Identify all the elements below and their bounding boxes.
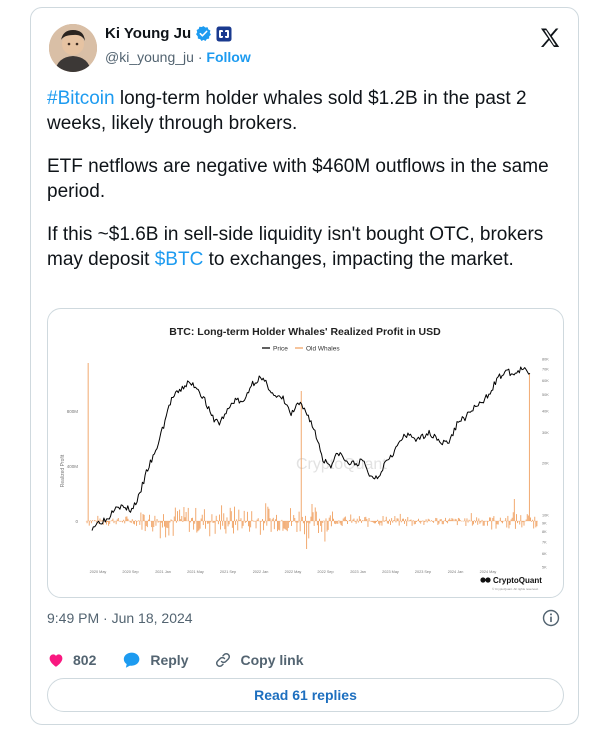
chart-svg: BTC: Long-term Holder Whales' Realized P… <box>60 326 549 591</box>
x-tick-label: 2020 Sep <box>122 570 138 574</box>
like-count: 802 <box>73 652 97 668</box>
right-tick-label: 8K <box>542 530 547 534</box>
x-tick-label: 2024 Jan <box>448 570 464 574</box>
info-icon[interactable] <box>542 609 560 627</box>
right-tick-label: 10K <box>542 514 549 518</box>
legend-old-whales: Old Whales <box>306 346 340 353</box>
right-tick-label: 9K <box>542 521 547 525</box>
x-tick-label: 2020 May <box>90 570 107 574</box>
x-tick-label: 2023 May <box>382 570 399 574</box>
right-tick-label: 30K <box>542 431 549 435</box>
brand-subtitle: © CryptoQuant. All rights reserved. <box>492 587 539 591</box>
x-tick-label: 2021 Sep <box>220 570 236 574</box>
tweet-paragraph-1: #Bitcoin long-term holder whales sold $1… <box>47 86 562 136</box>
avatar-image <box>49 24 97 72</box>
x-tick-label: 2023 Jan <box>350 570 366 574</box>
chart-image[interactable]: BTC: Long-term Holder Whales' Realized P… <box>47 308 564 598</box>
y-axis-label: Realized Profit <box>60 454 66 487</box>
chart-legend: Price Old Whales <box>262 346 340 353</box>
author-handle-row: @ki_young_ju · Follow <box>105 49 251 65</box>
timestamp[interactable]: 9:49 PM · Jun 18, 2024 <box>47 610 193 626</box>
handle-separator: · <box>197 49 203 65</box>
cashtag-link[interactable]: $BTC <box>154 249 204 270</box>
read-replies-button[interactable]: Read 61 replies <box>47 678 564 712</box>
left-axis-ticks: 800M 400M 0 <box>67 409 79 524</box>
chart-title: BTC: Long-term Holder Whales' Realized P… <box>169 326 441 338</box>
hashtag-link[interactable]: #Bitcoin <box>47 88 115 109</box>
author-name-row: Ki Young Ju <box>105 25 232 42</box>
link-icon <box>216 652 231 668</box>
tweet-paragraph-3: If this ~$1.6B in sell-side liquidity is… <box>47 222 562 272</box>
x-tick-label: 2022 Sep <box>317 570 333 574</box>
reply-button[interactable]: Reply <box>122 651 188 669</box>
x-tick-label: 2021 May <box>187 570 204 574</box>
cryptoquant-brand: CryptoQuant © CryptoQuant. All rights re… <box>480 576 542 591</box>
copy-link-label: Copy link <box>240 652 304 668</box>
right-tick-label: 60K <box>542 379 549 383</box>
x-logo-icon[interactable] <box>538 26 562 50</box>
left-tick-label: 0 <box>75 519 78 524</box>
affiliate-badge-icon <box>216 26 232 41</box>
verified-badge-icon <box>196 26 212 42</box>
author-name[interactable]: Ki Young Ju <box>105 25 192 42</box>
tweet-text-segment: If this ~$1.6B in sell-side liquidity is… <box>47 224 544 270</box>
tweet-paragraph-2: ETF netflows are negative with $460M out… <box>47 156 549 202</box>
tweet-text: #Bitcoin long-term holder whales sold $1… <box>47 86 562 290</box>
tweet-card: Ki Young Ju @ki_young_ju · Follow #Bitco… <box>30 7 579 725</box>
tweet-text-segment: long-term holder whales sold $1.2B in th… <box>47 88 527 134</box>
tweet-text-segment: to exchanges, impacting the market. <box>203 249 514 270</box>
follow-button[interactable]: Follow <box>206 49 251 65</box>
action-bar: 802 Reply Copy link <box>47 651 330 669</box>
tweet-time: 9:49 PM <box>47 610 100 626</box>
copy-link-button[interactable]: Copy link <box>214 651 304 669</box>
right-tick-label: 6K <box>542 552 547 556</box>
right-tick-label: 5K <box>542 566 547 570</box>
right-tick-label: 50K <box>542 393 549 397</box>
legend-price: Price <box>273 346 288 353</box>
brand-name: CryptoQuant <box>493 576 542 585</box>
x-tick-label: 2024 May <box>480 570 497 574</box>
old-whales-series <box>85 363 538 549</box>
tweet-date: Jun 18, 2024 <box>111 610 193 626</box>
x-tick-label: 2022 Jan <box>253 570 269 574</box>
right-tick-label: 40K <box>542 410 549 414</box>
timestamp-separator: · <box>99 610 112 626</box>
x-tick-label: 2021 Jan <box>155 570 171 574</box>
avatar[interactable] <box>49 24 97 72</box>
right-tick-label: 7K <box>542 540 547 544</box>
right-tick-label: 80K <box>542 358 549 362</box>
left-tick-label: 400M <box>67 464 79 469</box>
x-tick-label: 2023 Sep <box>415 570 431 574</box>
x-tick-label: 2022 May <box>285 570 302 574</box>
like-button[interactable]: 802 <box>47 651 96 669</box>
right-tick-label: 70K <box>542 368 549 372</box>
x-axis-ticks: 2020 May 2020 Sep 2021 Jan 2021 May 2021 Sep… <box>90 570 497 574</box>
right-tick-label: 20K <box>542 462 549 466</box>
left-tick-label: 800M <box>67 409 79 414</box>
chart-watermark: CryptoQuant <box>296 456 387 473</box>
author-handle[interactable]: @ki_young_ju <box>105 49 194 65</box>
reply-label: Reply <box>150 652 189 668</box>
price-series-line <box>91 366 531 531</box>
right-axis-ticks: 80K 70K 60K 50K 40K 30K 20K 10K 9K 8K 7K 6K 5K <box>542 358 549 570</box>
heart-icon <box>49 654 63 667</box>
reply-bubble-icon <box>124 652 140 668</box>
